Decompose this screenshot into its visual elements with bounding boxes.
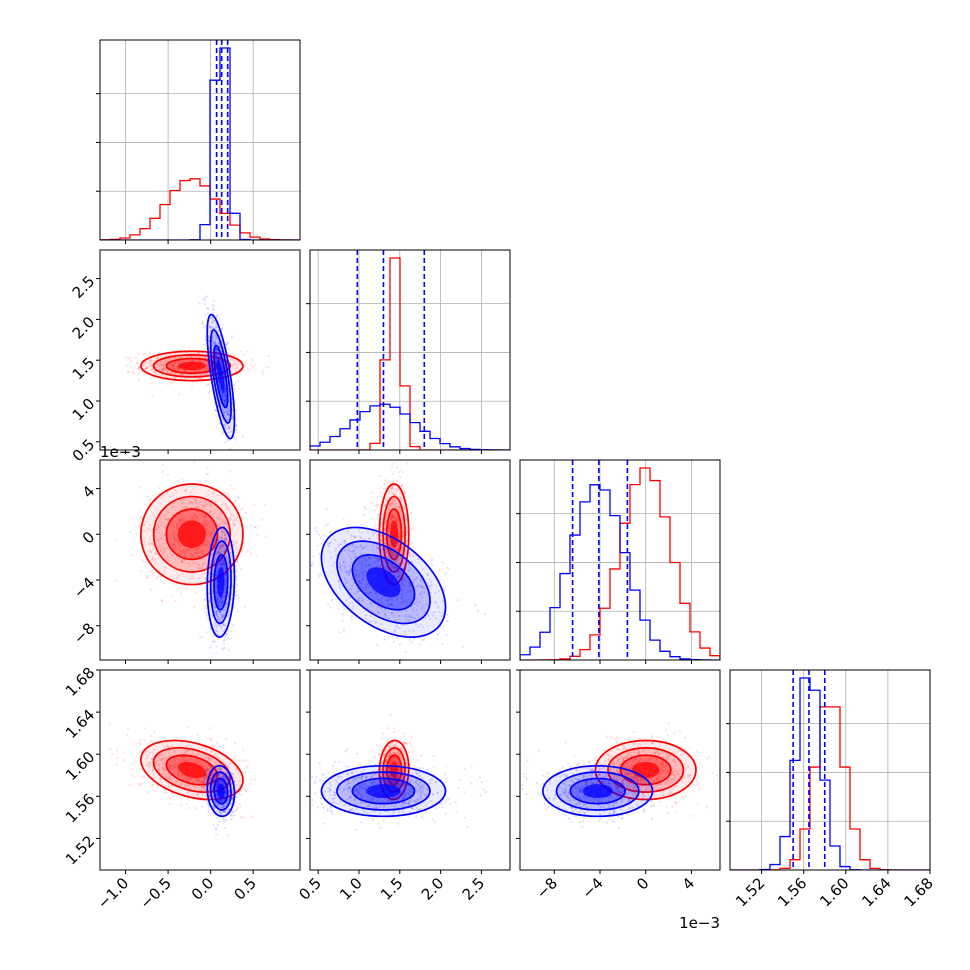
x-tick-label: 1.64 [858, 874, 894, 910]
panel-p4-p4 [726, 669, 931, 874]
contour-series-2 [217, 359, 225, 394]
contour-series-1 [177, 361, 206, 370]
x-tick-label: 1.60 [816, 874, 852, 910]
y-tick-label: 1.60 [62, 748, 98, 784]
x-tick-label: 0 [633, 874, 652, 893]
scatter-series-1 [114, 460, 267, 609]
panel-frame [99, 669, 301, 871]
panel-frame [309, 459, 511, 661]
panel-p1-p1 [96, 39, 301, 244]
panel-frame [519, 459, 721, 661]
contour-series-2 [217, 784, 225, 798]
panel-p2-p2 [306, 249, 511, 454]
y-tick-label: 1.56 [62, 790, 98, 826]
x-tick-label: 1.56 [774, 874, 810, 910]
x-tick-label: 2.5 [459, 874, 489, 904]
y-tick-label: 0.5 [69, 435, 99, 465]
x-tick-label: 1.68 [900, 874, 936, 910]
y-tick-label: 0 [79, 528, 98, 547]
contour-series-2 [217, 567, 225, 598]
panel-p4-p1 [96, 669, 301, 874]
y-tick-label: 1.52 [62, 832, 98, 868]
x-tick-label: −0.5 [136, 874, 174, 912]
contour-series-2 [366, 784, 401, 798]
y-tick-label: 1.64 [62, 706, 98, 742]
panel-frame [729, 669, 931, 871]
contour-series-2 [582, 784, 613, 798]
y-tick-label: 4 [79, 482, 98, 501]
panel-frame [99, 249, 301, 451]
x-tick-label: 2.0 [418, 874, 448, 904]
x-tick-label: 1.0 [336, 874, 366, 904]
panel-p3-p1 [96, 459, 301, 664]
y-offset-label: 1e−3 [100, 443, 141, 461]
panel-frame [309, 249, 511, 451]
x-tick-label: 0.0 [188, 874, 218, 904]
x-tick-label: 0.5 [230, 874, 260, 904]
contour-series-2 [366, 567, 401, 598]
panel-p3-p3 [516, 459, 721, 664]
contour-series-1 [177, 520, 206, 549]
y-tick-label: 1.0 [69, 395, 99, 425]
histogram-series-1 [100, 178, 300, 240]
y-tick-label: 1.5 [69, 354, 99, 384]
panel-p4-p2 [306, 669, 511, 874]
histogram-series-2 [520, 484, 720, 660]
panel-frame [99, 459, 301, 661]
x-tick-label: 0.5 [295, 874, 325, 904]
histogram-series-1 [310, 257, 510, 450]
histogram-series-2 [100, 47, 300, 240]
panel-frame [309, 669, 511, 871]
y-tick-label: −8 [70, 619, 98, 647]
y-tick-label: −4 [70, 574, 98, 602]
x-tick-label: 1.5 [377, 874, 407, 904]
y-tick-label: 2.0 [69, 313, 99, 343]
panel-p3-p2 [306, 459, 511, 664]
histogram-series-2 [310, 403, 510, 450]
x-tick-label: −1.0 [94, 874, 132, 912]
panel-frame [519, 669, 721, 871]
x-offset-label: 1e−3 [679, 914, 720, 932]
contour-series-1 [390, 520, 399, 549]
panel-p2-p1 [96, 249, 301, 454]
panel-frame [99, 39, 301, 241]
x-tick-label: −8 [533, 874, 561, 902]
contour-series-1 [177, 761, 206, 779]
x-tick-label: −4 [578, 874, 606, 902]
x-tick-label: 4 [679, 874, 698, 893]
y-tick-label: 1.68 [62, 664, 98, 700]
y-tick-label: 2.5 [69, 272, 99, 302]
panel-p4-p3 [516, 669, 721, 874]
x-tick-label: 1.52 [732, 874, 768, 910]
